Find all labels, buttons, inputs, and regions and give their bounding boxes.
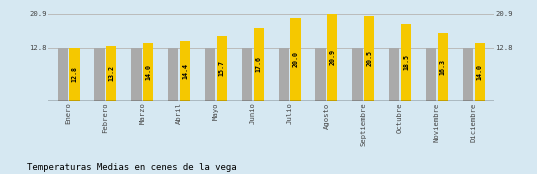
Text: 14.0: 14.0 bbox=[477, 64, 483, 80]
Bar bbox=[216, 35, 227, 101]
Bar bbox=[106, 46, 117, 101]
Text: 13.2: 13.2 bbox=[108, 65, 114, 81]
Bar bbox=[475, 43, 485, 101]
Bar bbox=[401, 24, 411, 101]
Bar bbox=[389, 48, 400, 101]
Bar bbox=[95, 48, 105, 101]
Bar bbox=[426, 48, 436, 101]
Text: 15.7: 15.7 bbox=[219, 60, 225, 76]
Text: 14.4: 14.4 bbox=[182, 63, 188, 79]
Text: 18.5: 18.5 bbox=[403, 54, 409, 70]
Text: 20.5: 20.5 bbox=[366, 50, 372, 66]
Bar bbox=[205, 48, 215, 101]
Text: 14.0: 14.0 bbox=[145, 64, 151, 80]
Bar bbox=[327, 14, 337, 101]
Bar bbox=[57, 48, 68, 101]
Bar bbox=[131, 48, 142, 101]
Bar bbox=[180, 41, 190, 101]
Text: 20.9: 20.9 bbox=[329, 49, 335, 65]
Bar bbox=[69, 48, 79, 101]
Bar bbox=[168, 48, 178, 101]
Bar bbox=[279, 48, 289, 101]
Bar bbox=[438, 33, 448, 101]
Bar bbox=[364, 16, 374, 101]
Text: 20.0: 20.0 bbox=[293, 51, 299, 67]
Bar bbox=[352, 48, 362, 101]
Bar bbox=[291, 18, 301, 101]
Text: 12.8: 12.8 bbox=[71, 66, 77, 82]
Text: 16.3: 16.3 bbox=[440, 59, 446, 75]
Bar bbox=[143, 43, 153, 101]
Bar bbox=[242, 48, 252, 101]
Bar bbox=[463, 48, 473, 101]
Text: Temperaturas Medias en cenes de la vega: Temperaturas Medias en cenes de la vega bbox=[27, 163, 236, 172]
Bar bbox=[253, 28, 264, 101]
Bar bbox=[315, 48, 326, 101]
Text: 17.6: 17.6 bbox=[256, 56, 262, 72]
